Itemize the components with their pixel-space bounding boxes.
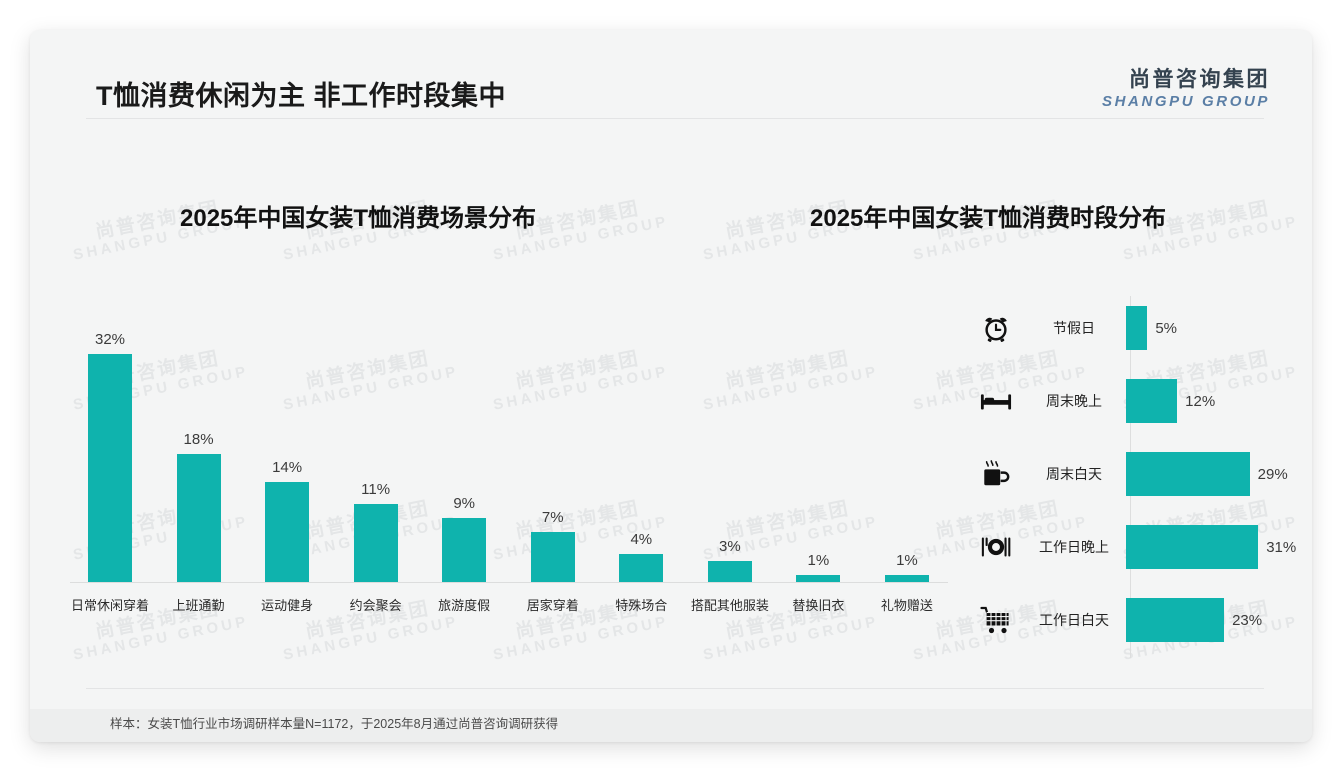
scene-chart-category-label: 运动健身 xyxy=(261,598,314,613)
scene-chart-bar-group: 9% xyxy=(420,292,508,582)
alarm-clock-icon xyxy=(970,313,1022,343)
scene-chart-bar-group: 4% xyxy=(597,292,685,582)
footer-bar xyxy=(30,709,1312,742)
scene-chart-category-label: 上班通勤 xyxy=(172,598,225,613)
time-chart-bar xyxy=(1126,525,1259,569)
time-chart-bar-track: 29% xyxy=(1126,448,1288,500)
scene-chart-bar xyxy=(796,574,841,582)
scene-chart-bar-group: 11% xyxy=(332,292,420,582)
time-chart-bar-row: 节假日 5% xyxy=(970,302,1290,354)
scene-distribution-chart: 32% 18% 14% 11% 9% 7% 4% 3% 1% 1% xyxy=(66,292,951,592)
scene-chart-bar xyxy=(442,518,487,582)
time-chart-bar xyxy=(1126,452,1250,496)
scene-chart-bar-value: 4% xyxy=(630,530,653,548)
scene-chart-bar-value: 18% xyxy=(183,431,214,448)
scene-chart-bar-group: 18% xyxy=(155,292,243,582)
scene-chart-bar-value: 3% xyxy=(718,537,741,555)
time-chart-category-label: 周末白天 xyxy=(1046,466,1102,482)
dinner-plate-icon xyxy=(970,533,1022,561)
scene-chart-category-label: 替换旧衣 xyxy=(792,598,845,613)
scene-chart-bar xyxy=(265,482,310,582)
time-chart-bar xyxy=(1126,598,1225,642)
brand-logo: 尚普咨询集团 SHANGPU GROUP xyxy=(1102,68,1270,111)
brand-name-cn: 尚普咨询集团 xyxy=(1129,68,1270,91)
time-chart-bar-track: 23% xyxy=(1126,594,1262,646)
time-chart-bar-row: 工作日晚上 31% xyxy=(970,521,1296,573)
scene-chart-category-labels: 日常休闲穿着 上班通勤 运动健身 约会聚会 旅游度假 居家穿着 特殊场合 搭配其他服装 替换旧衣… xyxy=(66,595,951,614)
time-chart-bar-row: 工作日白天 23% xyxy=(970,594,1290,646)
time-chart-category-label: 节假日 xyxy=(1053,320,1095,336)
scene-chart-bar-group: 7% xyxy=(509,292,597,582)
scene-chart-bar xyxy=(884,574,929,582)
slide-header: T恤消费休闲为主 非工作时段集中 尚普咨询集团 SHANGPU GROUP xyxy=(30,30,1312,118)
time-chart-bar-row: 周末白天 29% xyxy=(970,448,1290,500)
sample-footnote: 样本：女装T恤行业市场调研样本量N=1172，于2025年8月通过尚普咨询调研获… xyxy=(110,717,559,731)
scene-chart-bar-group: 1% xyxy=(863,292,951,582)
time-chart-bar-value: 31% xyxy=(1266,538,1297,556)
time-chart-bar xyxy=(1126,306,1148,350)
scene-chart-bar-group: 32% xyxy=(66,292,154,582)
scene-chart-bar-value: 1% xyxy=(896,551,918,569)
time-chart-bar xyxy=(1126,379,1178,423)
shopping-cart-icon xyxy=(970,605,1022,635)
scene-chart-bar-group: 1% xyxy=(774,292,862,582)
right-chart-title: 2025年中国女装T恤消费时段分布 xyxy=(810,205,1167,232)
scene-chart-baseline xyxy=(70,582,948,583)
time-chart-bar-track: 31% xyxy=(1126,521,1296,573)
scene-chart-bar xyxy=(353,503,398,582)
scene-chart-category-label: 礼物赠送 xyxy=(880,598,933,613)
slide-card: 尚普咨询集团 SHANGPU GROUP 尚普咨询集团 SHANGPU GROUP 尚普… xyxy=(30,30,1312,742)
scene-chart-bar xyxy=(619,553,664,582)
scene-chart-bar xyxy=(88,354,132,582)
scene-chart-bar-value: 11% xyxy=(361,480,391,498)
left-chart-title: 2025年中国女装T恤消费场景分布 xyxy=(180,205,537,232)
time-chart-bar-value: 23% xyxy=(1232,611,1263,629)
page-title: T恤消费休闲为主 非工作时段集中 xyxy=(96,81,506,111)
time-chart-bar-value: 29% xyxy=(1257,465,1288,483)
scene-chart-category-label: 居家穿着 xyxy=(526,598,579,613)
scene-chart-category-label: 搭配其他服装 xyxy=(690,598,769,613)
scene-chart-category-label: 旅游度假 xyxy=(438,598,491,613)
time-chart-bar-track: 12% xyxy=(1126,375,1215,427)
time-chart-category-label: 工作日晚上 xyxy=(1039,539,1109,555)
scene-chart-bar xyxy=(530,532,575,582)
scene-chart-plot: 32% 18% 14% 11% 9% 7% 4% 3% 1% 1% xyxy=(66,292,951,582)
scene-chart-bar-value: 7% xyxy=(541,509,564,527)
time-chart-bar-value: 5% xyxy=(1155,319,1177,337)
scene-chart-bar xyxy=(707,560,752,582)
scene-chart-category-label: 约会聚会 xyxy=(349,598,402,613)
coffee-mug-icon xyxy=(970,458,1022,490)
scene-chart-bar-group: 3% xyxy=(686,292,774,582)
brand-name-en: SHANGPU GROUP xyxy=(1102,92,1270,110)
time-distribution-chart: 节假日 5% 周末晚上 12% 周末白天 29% 工作日晚上 31% 工作日白天 23% xyxy=(970,296,1296,658)
footnote-divider xyxy=(86,688,1264,689)
time-chart-category-label: 周末晚上 xyxy=(1046,393,1102,409)
time-chart-bar-value: 12% xyxy=(1185,392,1216,410)
time-chart-bar-track: 5% xyxy=(1126,302,1177,354)
time-chart-bar-row: 周末晚上 12% xyxy=(970,375,1290,427)
header-divider xyxy=(86,118,1264,119)
time-chart-category-label: 工作日白天 xyxy=(1039,612,1109,628)
scene-chart-category-label: 特殊场合 xyxy=(615,598,668,613)
scene-chart-category-label: 日常休闲穿着 xyxy=(70,598,149,613)
bed-icon xyxy=(970,388,1022,414)
scene-chart-bar-value: 14% xyxy=(272,459,303,477)
scene-chart-bar xyxy=(176,454,221,582)
scene-chart-bar-value: 1% xyxy=(807,551,830,569)
scene-chart-bar-group: 14% xyxy=(243,292,331,582)
scene-chart-bar-value: 9% xyxy=(453,495,476,512)
scene-chart-bar-value: 32% xyxy=(94,331,126,349)
